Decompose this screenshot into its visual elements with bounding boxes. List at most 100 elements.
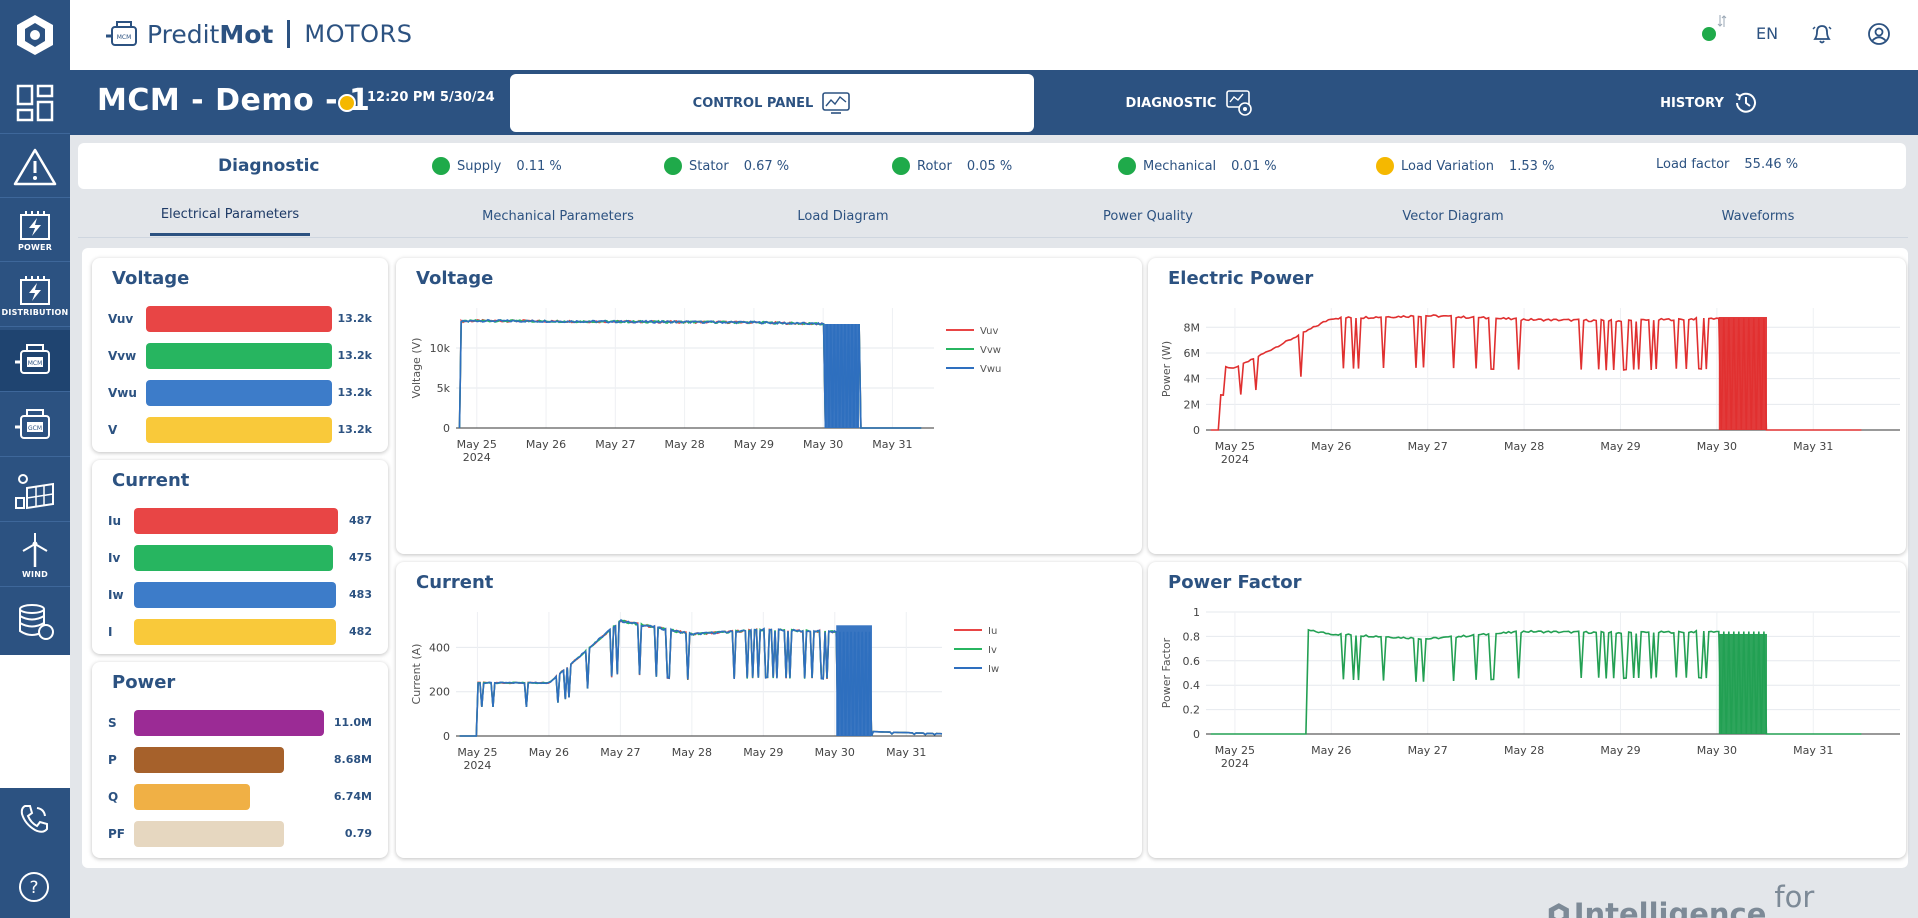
card-title: Current [112, 470, 190, 491]
bar-row: Vvw 13.2k [108, 343, 372, 369]
sidebar-item-power[interactable]: POWER [0, 200, 70, 262]
status-dot [432, 157, 450, 175]
diag-label: Mechanical [1143, 158, 1217, 174]
sidebar-item-distribution[interactable]: DISTRIBUTION [0, 265, 70, 327]
diag-item-supply[interactable]: Supply 0.11 % [432, 157, 562, 175]
brand-name: PreditMot [147, 20, 273, 49]
sidebar-item-database[interactable] [0, 590, 70, 652]
diag-item-stator[interactable]: Stator 0.67 % [664, 157, 789, 175]
x-tick-label: May 28 [664, 438, 704, 451]
bar-row: Vuv 13.2k [108, 306, 372, 332]
sidebar-item-dashboard[interactable] [0, 72, 70, 134]
y-tick-label: 400 [429, 641, 450, 654]
dashboard-icon [16, 84, 54, 121]
motor-gcm-icon: GCM [15, 408, 50, 439]
y-tick-label: 0.2 [1183, 704, 1201, 717]
tab-history[interactable]: HISTORY [1610, 74, 1810, 132]
tab-electrical-parameters[interactable]: Electrical Parameters [150, 196, 310, 236]
bar-label: Iw [108, 588, 124, 602]
logo-icon [17, 15, 53, 55]
value-bar [146, 306, 332, 332]
value-bar [134, 545, 333, 571]
legend-label: Vwu [980, 364, 1001, 375]
diag-label: Load factor [1656, 157, 1730, 172]
help-icon[interactable]: ? [17, 870, 51, 908]
bar-value: 0.79 [344, 827, 372, 840]
tab-power-quality[interactable]: Power Quality [1103, 208, 1193, 224]
tab-diagnostic[interactable]: DIAGNOSTIC [1090, 74, 1290, 132]
y-tick-label: 5k [437, 382, 451, 395]
tab-waveforms[interactable]: Waveforms [1721, 208, 1795, 224]
device-timestamp: 12:20 PM 5/30/24 [367, 90, 495, 105]
value-bar [146, 380, 332, 406]
x-tick-label: May 31 [872, 438, 912, 451]
history-clock-icon [1735, 92, 1756, 113]
app-logo[interactable] [0, 0, 70, 70]
tab-label: DIAGNOSTIC [1125, 95, 1217, 111]
contact-icon[interactable] [17, 802, 51, 840]
tab-load-diagram[interactable]: Load Diagram [797, 208, 889, 224]
svg-text:MCM: MCM [28, 360, 43, 367]
bar-label: V [108, 423, 118, 437]
x-tick-label: May 29 [743, 746, 783, 759]
device-status-dot [338, 94, 356, 112]
chart-title: Voltage [416, 268, 494, 289]
diag-label: Supply [457, 158, 502, 174]
y-tick-label: 8M [1184, 321, 1201, 334]
brand[interactable]: MCM PreditMot MOTORS [105, 14, 412, 54]
tab-label: HISTORY [1660, 95, 1724, 111]
parameter-tabs: Electrical Parameters Mechanical Paramet… [78, 196, 1908, 238]
tab-vector-diagram[interactable]: Vector Diagram [1402, 208, 1504, 224]
tab-mechanical-parameters[interactable]: Mechanical Parameters [482, 208, 634, 224]
device-name: MCM - Demo - 1 [97, 83, 371, 118]
sidebar-bottom: ? [0, 788, 70, 918]
sidebar-item-solar[interactable] [0, 460, 70, 522]
bar-value: 6.74M [333, 790, 372, 803]
power-summary-card: Power S 11.0M P 8.68M Q 6.74M PF 0.79 [92, 662, 388, 858]
x-tick-label: May 25 [457, 438, 497, 451]
y-tick-label: 2M [1184, 398, 1201, 411]
notifications-bell-icon[interactable] [1810, 22, 1834, 50]
bar-row: Q 6.74M [108, 784, 372, 810]
bar-label: I [108, 625, 113, 639]
tab-label: CONTROL PANEL [692, 95, 814, 111]
sidebar-item-gcm[interactable]: GCM [0, 395, 70, 457]
x-tick-label: May 30 [803, 438, 843, 451]
diag-item-load-factor[interactable]: Load factor 55.46 % [1656, 157, 1798, 172]
y-tick-label: 0.4 [1183, 679, 1201, 692]
chart-title: Power Factor [1168, 572, 1302, 593]
control-panel-icon [822, 92, 851, 114]
wind-turbine-icon [22, 533, 48, 567]
bar-value: 13.2k [337, 312, 372, 325]
oscillation-band [1718, 316, 1767, 430]
sidebar-item-mcm[interactable]: MCM [0, 330, 70, 392]
brand-name-bold: Mot [219, 19, 274, 49]
sidebar-item-alerts[interactable] [0, 136, 70, 198]
language-selector[interactable]: EN [1756, 24, 1779, 43]
diag-item-load-variation[interactable]: Load Variation 1.53 % [1376, 157, 1554, 175]
x-tick-label: May 28 [1504, 440, 1544, 453]
diag-item-mechanical[interactable]: Mechanical 0.01 % [1118, 157, 1277, 175]
sidebar-footer-area [0, 655, 70, 788]
bar-label: Vvw [108, 349, 137, 363]
x-tick-label: May 26 [526, 438, 566, 451]
diag-item-rotor[interactable]: Rotor 0.05 % [892, 157, 1012, 175]
bar-value: 13.2k [337, 423, 372, 436]
card-title: Power [112, 672, 176, 693]
oscillation-band [1718, 633, 1767, 734]
bar-label: PF [108, 827, 125, 841]
top-bar: MCM PreditMot MOTORS EN [70, 0, 1918, 70]
user-account-icon[interactable] [1867, 22, 1891, 50]
sidebar-item-wind[interactable]: WIND [0, 525, 70, 587]
sidebar-item-label: DISTRIBUTION [1, 308, 69, 317]
tab-control-panel[interactable]: CONTROL PANEL [510, 74, 1034, 132]
svg-text:?: ? [29, 878, 38, 898]
x-tick-label: 2024 [463, 759, 491, 772]
y-tick-label: 0 [1193, 728, 1200, 741]
bar-row: Iv 475 [108, 545, 372, 571]
footer-tagline: Intelligence for Tomorrow [1548, 880, 1918, 918]
